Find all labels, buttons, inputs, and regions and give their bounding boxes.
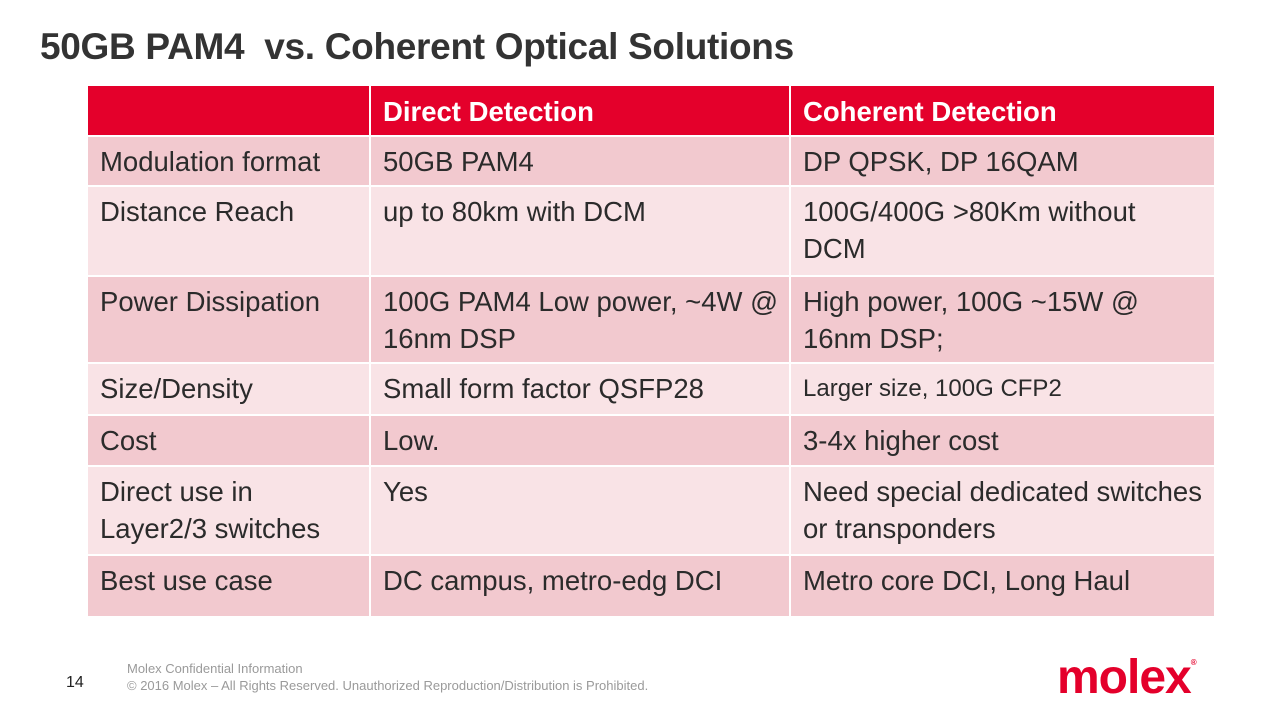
comparison-table: Direct Detection Coherent Detection Modu…	[86, 84, 1216, 618]
coherent-cell: Metro core DCI, Long Haul	[789, 554, 1216, 618]
table-header-row: Direct Detection Coherent Detection	[86, 84, 1216, 137]
registered-mark-icon: ®	[1190, 658, 1197, 667]
direct-cell: Small form factor QSFP28	[369, 362, 791, 416]
table-row: Modulation format 50GB PAM4 DP QPSK, DP …	[86, 135, 1216, 187]
footer-confidential: Molex Confidential Information © 2016 Mo…	[127, 660, 648, 694]
row-label: Distance Reach	[86, 185, 371, 277]
row-label: Cost	[86, 414, 371, 467]
table-row: Direct use in Layer2/3 switches Yes Need…	[86, 465, 1216, 556]
direct-cell: up to 80km with DCM	[369, 185, 791, 277]
row-label: Power Dissipation	[86, 275, 371, 364]
table-row: Size/Density Small form factor QSFP28 La…	[86, 362, 1216, 416]
page-number: 14	[66, 674, 84, 691]
molex-logo: molex®	[1057, 650, 1197, 705]
direct-cell: 50GB PAM4	[369, 135, 791, 187]
direct-cell: Yes	[369, 465, 791, 556]
header-direct-detection: Direct Detection	[369, 84, 791, 137]
coherent-cell: High power, 100G ~15W @ 16nm DSP;	[789, 275, 1216, 364]
row-label: Modulation format	[86, 135, 371, 187]
footer-line-2: © 2016 Molex – All Rights Reserved. Unau…	[127, 678, 649, 693]
row-label: Size/Density	[86, 362, 371, 416]
row-label: Best use case	[86, 554, 371, 618]
coherent-cell: DP QPSK, DP 16QAM	[789, 135, 1216, 187]
header-coherent-detection: Coherent Detection	[789, 84, 1216, 137]
coherent-cell: Need special dedicated switches or trans…	[789, 465, 1216, 556]
slide-title: 50GB PAM4 vs. Coherent Optical Solutions	[40, 26, 794, 67]
table-row: Power Dissipation 100G PAM4 Low power, ~…	[86, 275, 1216, 364]
footer-line-1: Molex Confidential Information	[127, 661, 303, 676]
table-row: Distance Reach up to 80km with DCM 100G/…	[86, 185, 1216, 277]
logo-text: molex	[1057, 651, 1192, 704]
direct-cell: 100G PAM4 Low power, ~4W @ 16nm DSP	[369, 275, 791, 364]
coherent-cell: Larger size, 100G CFP2	[789, 362, 1216, 416]
direct-cell: Low.	[369, 414, 791, 467]
row-label: Direct use in Layer2/3 switches	[86, 465, 371, 556]
table-row: Cost Low. 3-4x higher cost	[86, 414, 1216, 467]
coherent-cell: 3-4x higher cost	[789, 414, 1216, 467]
direct-cell: DC campus, metro-edg DCI	[369, 554, 791, 618]
table-row: Best use case DC campus, metro-edg DCI M…	[86, 554, 1216, 618]
coherent-cell: 100G/400G >80Km without DCM	[789, 185, 1216, 277]
header-empty	[86, 84, 371, 137]
